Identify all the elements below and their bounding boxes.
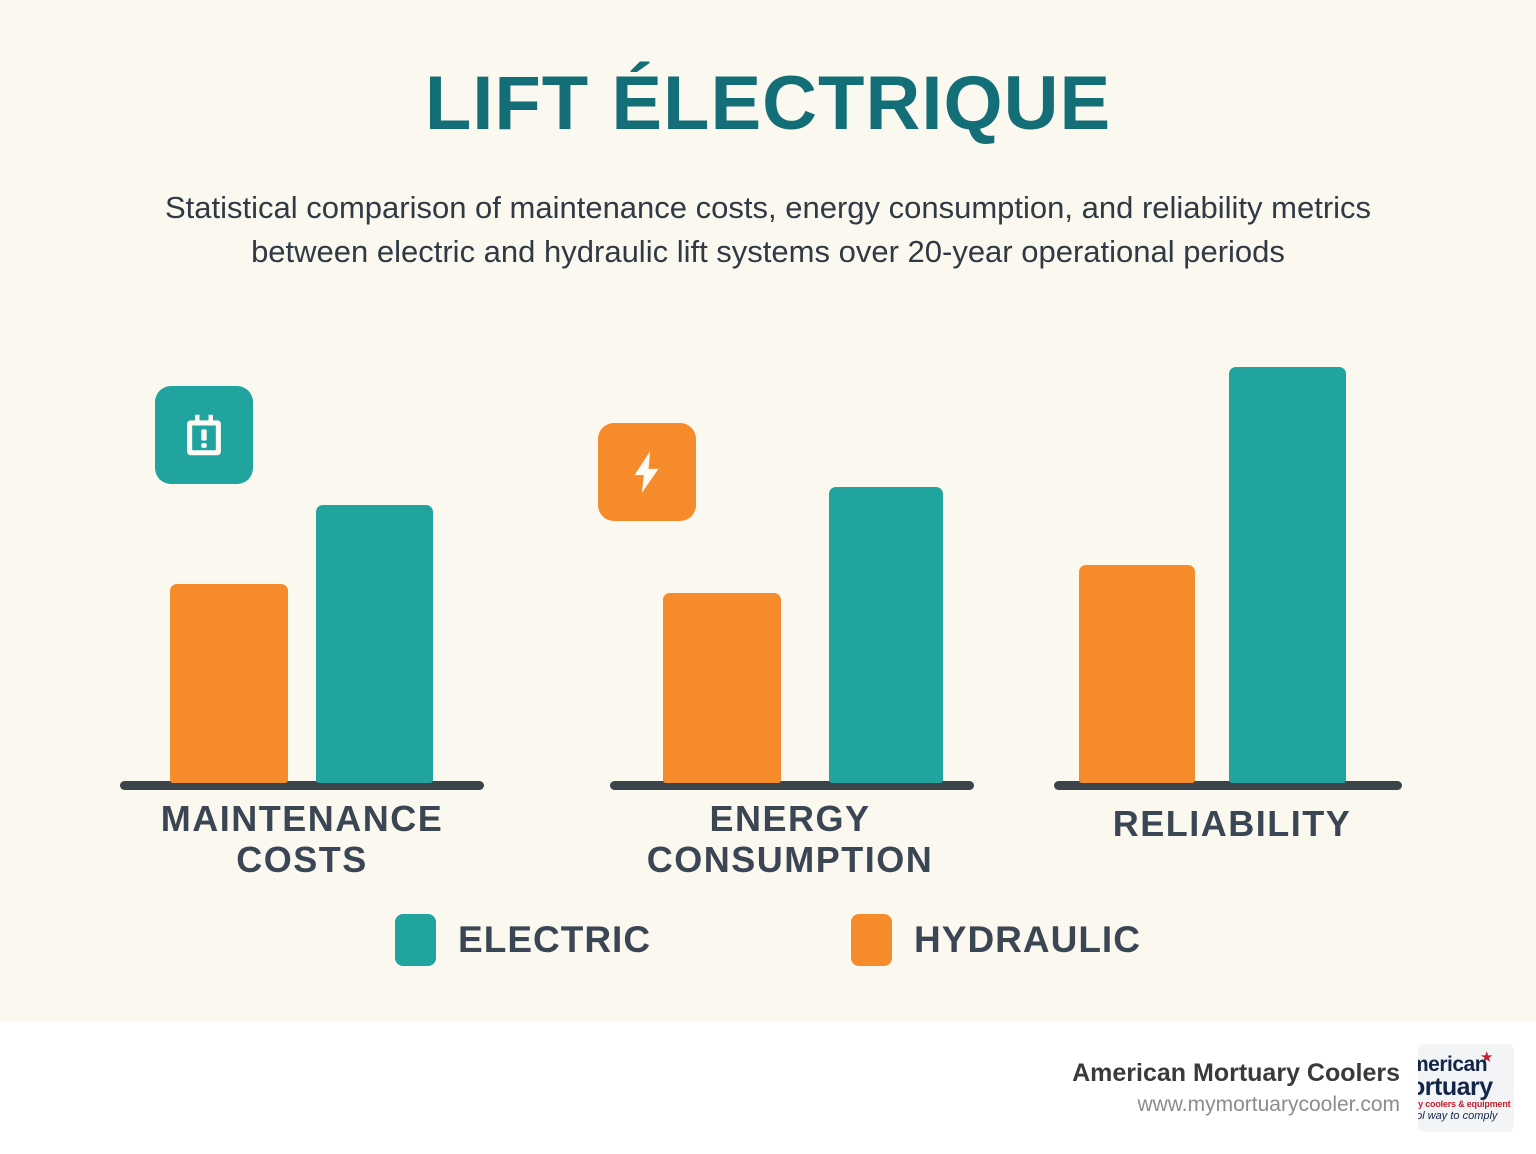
- legend-swatch-hydraulic: [851, 914, 893, 966]
- bar-hydraulic-energy-consumption: [663, 593, 781, 783]
- bar-electric-reliability: [1229, 367, 1346, 783]
- lightning-bolt-icon: [634, 451, 659, 493]
- bar-hydraulic-maintenance-costs: [170, 584, 288, 783]
- axis-baseline: [120, 781, 484, 790]
- legend-item-hydraulic[interactable]: HYDRAULIC: [851, 914, 1141, 966]
- bar-electric-maintenance-costs: [316, 505, 433, 783]
- footer-brand-name: American Mortuary Coolers: [1072, 1058, 1400, 1087]
- axis-baseline: [610, 781, 974, 790]
- legend-item-electric[interactable]: ELECTRIC: [395, 914, 651, 966]
- legend-label-hydraulic: HYDRAULIC: [914, 919, 1141, 960]
- footer-website-url[interactable]: www.mymortuarycooler.com: [1137, 1092, 1400, 1116]
- badge-lightning-bolt: [598, 423, 696, 521]
- chart-group-maintenance-costs: [120, 330, 484, 790]
- legend-swatch-electric: [395, 914, 437, 966]
- chart-legend: ELECTRIC HYDRAULIC: [0, 914, 1536, 966]
- chart-group-energy-consumption: [610, 330, 974, 790]
- footer-bar: American Mortuary Coolers www.mymortuary…: [0, 1022, 1536, 1154]
- badge-battery-alert: [155, 386, 253, 484]
- category-label-reliability: RELIABILITY: [1048, 803, 1416, 844]
- logo-line-3: ary coolers & equipment: [1418, 1099, 1511, 1109]
- category-label-maintenance-costs: MAINTENANCE COSTS: [120, 798, 484, 881]
- axis-baseline: [1054, 781, 1402, 790]
- category-label-line: RELIABILITY: [1112, 803, 1352, 844]
- logo-line-1: merican: [1418, 1053, 1488, 1076]
- logo-line-2: ortuary: [1418, 1073, 1493, 1101]
- company-logo: ★ merican ortuary ary coolers & equipmen…: [1418, 1044, 1514, 1132]
- page-subtitle: Statistical comparison of maintenance co…: [164, 190, 1372, 270]
- legend-label-electric: ELECTRIC: [458, 919, 652, 960]
- logo-star-icon: ★: [1480, 1049, 1494, 1066]
- category-label-energy-consumption: ENERGY CONSUMPTION: [600, 798, 980, 881]
- category-label-line: MAINTENANCE COSTS: [160, 798, 444, 881]
- chart-group-reliability: [1054, 330, 1402, 790]
- bar-hydraulic-reliability: [1079, 565, 1195, 783]
- page-title: LIFT ÉLECTRIQUE: [424, 61, 1112, 146]
- battery-alert-icon: [187, 414, 221, 456]
- bar-chart: [0, 330, 1536, 790]
- bar-electric-energy-consumption: [829, 487, 943, 783]
- category-label-line: ENERGY CONSUMPTION: [646, 798, 934, 881]
- footer-text-block: American Mortuary Coolers www.mymortuary…: [1072, 1057, 1400, 1119]
- logo-line-4: ool way to comply: [1418, 1110, 1498, 1122]
